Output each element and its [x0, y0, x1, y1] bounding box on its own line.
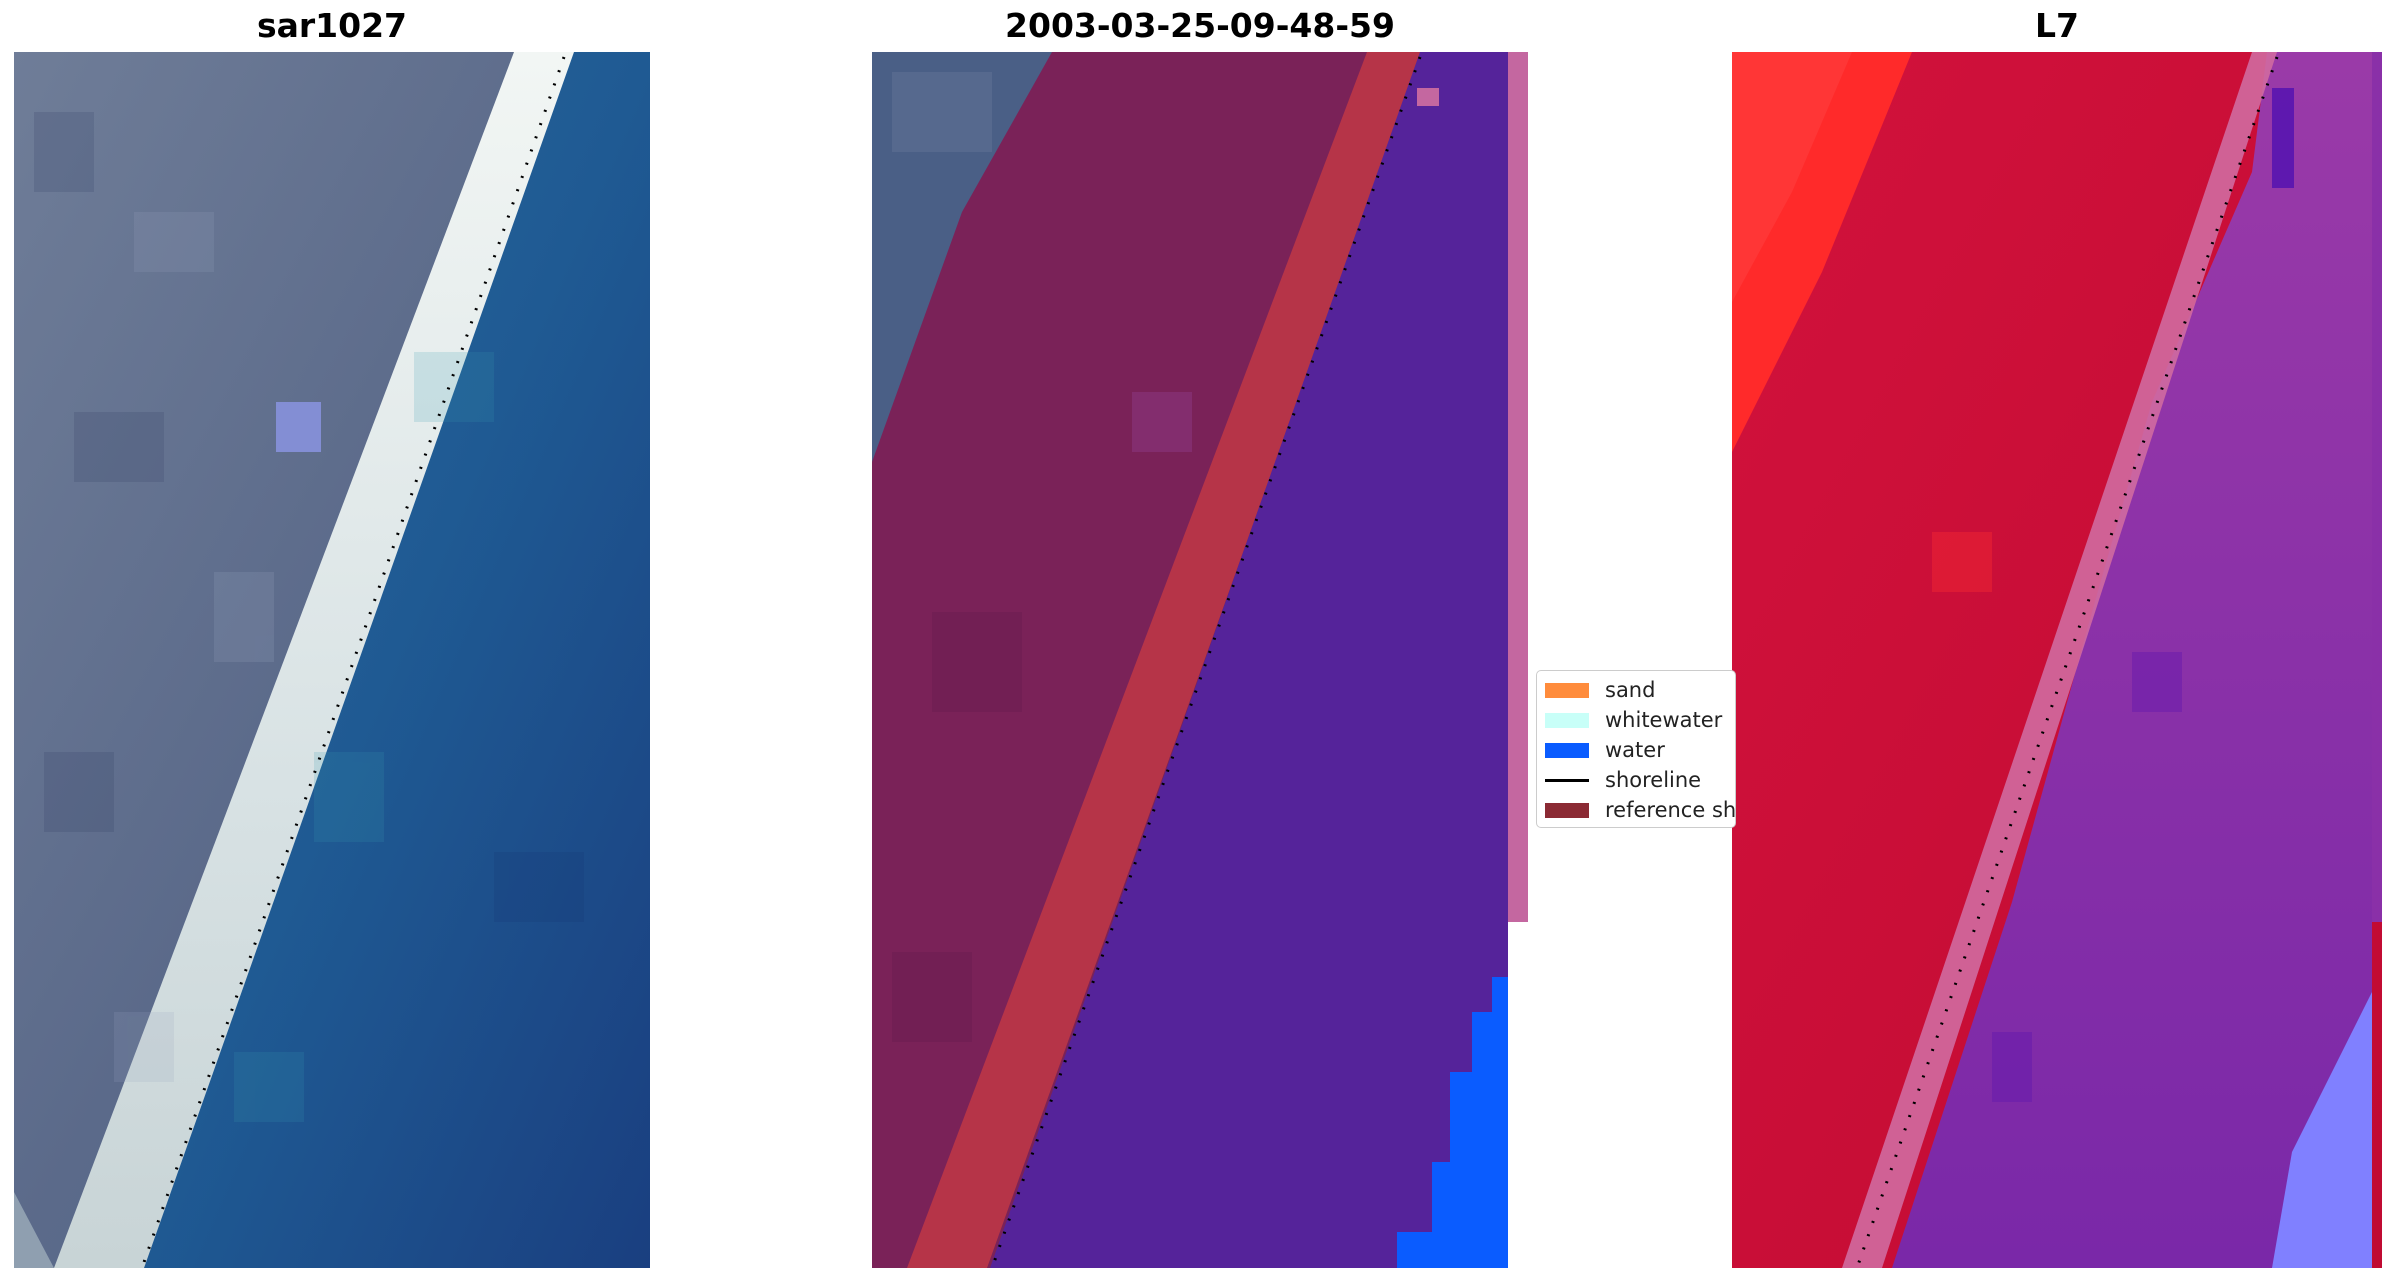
legend-item-sand: sand — [1545, 675, 1655, 705]
shoreline-line-icon — [1545, 778, 1589, 782]
classified-image-panel — [872, 52, 1528, 1268]
index-image — [1732, 52, 2382, 1268]
legend-label: reference shoreline — [1605, 798, 1736, 822]
legend-item-water: water — [1545, 735, 1665, 765]
legend-label: sand — [1605, 678, 1656, 702]
legend-item-shoreline: shoreline — [1545, 765, 1701, 795]
legend-item-reference-shoreline: reference shoreline — [1545, 795, 1736, 825]
panel-title-index: L7 — [2035, 6, 2079, 45]
bright-spot — [276, 402, 321, 452]
legend-label: whitewater — [1605, 708, 1723, 732]
panel-title-classified: 2003-03-25-09-48-59 — [1005, 6, 1395, 45]
legend-label: water — [1605, 738, 1665, 762]
legend-label: shoreline — [1605, 768, 1702, 792]
sand-swatch-icon — [1545, 682, 1589, 698]
legend-item-whitewater: whitewater — [1545, 705, 1722, 735]
classified-image — [872, 52, 1528, 1268]
water-swatch-icon — [1545, 742, 1589, 758]
rgb-image — [14, 52, 650, 1268]
reference-shoreline-swatch-icon — [1545, 802, 1589, 818]
legend: sand whitewater water shoreline referenc… — [1536, 670, 1736, 828]
rgb-image-panel — [14, 52, 650, 1268]
whitewater-swatch-icon — [1545, 712, 1589, 728]
index-image-panel — [1732, 52, 2382, 1268]
panel-title-rgb: sar1027 — [256, 6, 408, 45]
